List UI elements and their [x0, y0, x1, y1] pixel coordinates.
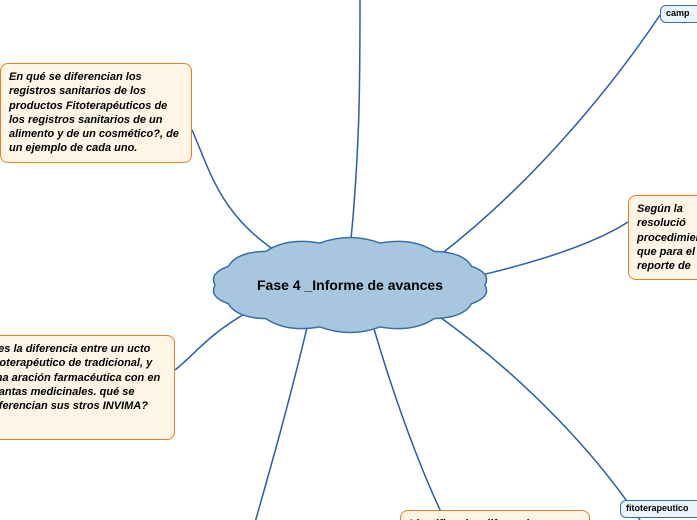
edge [192, 130, 290, 260]
branch-node-text: fitoterapeutico [626, 503, 689, 513]
branch-node[interactable]: En qué se diferencian los registros sani… [0, 63, 192, 163]
branch-node-text: il es la diferencia entre un ucto fitote… [0, 343, 160, 412]
edge [440, 15, 660, 255]
mindmap-canvas: Fase 4 _Informe de avances En qué se dif… [0, 0, 697, 520]
edge [250, 315, 310, 520]
branch-node-text: Según la resolució procedimiento que par… [637, 203, 697, 272]
edge [350, 0, 360, 250]
edge [430, 310, 640, 520]
branch-node[interactable]: fitoterapeutico [620, 500, 697, 518]
edge [370, 315, 445, 520]
center-label: Fase 4 _Informe de avances [257, 277, 443, 293]
branch-node[interactable]: il es la diferencia entre un ucto fitote… [0, 335, 175, 440]
center-node[interactable]: Fase 4 _Informe de avances [225, 250, 475, 320]
branch-node[interactable]: Según la resolució procedimiento que par… [628, 195, 697, 280]
branch-node[interactable]: camp [660, 5, 697, 23]
branch-node-text: En qué se diferencian los registros sani… [9, 71, 179, 154]
edge [460, 222, 628, 280]
branch-node[interactable]: Identificar las diferencias [400, 510, 590, 520]
branch-node-text: camp [666, 8, 690, 18]
